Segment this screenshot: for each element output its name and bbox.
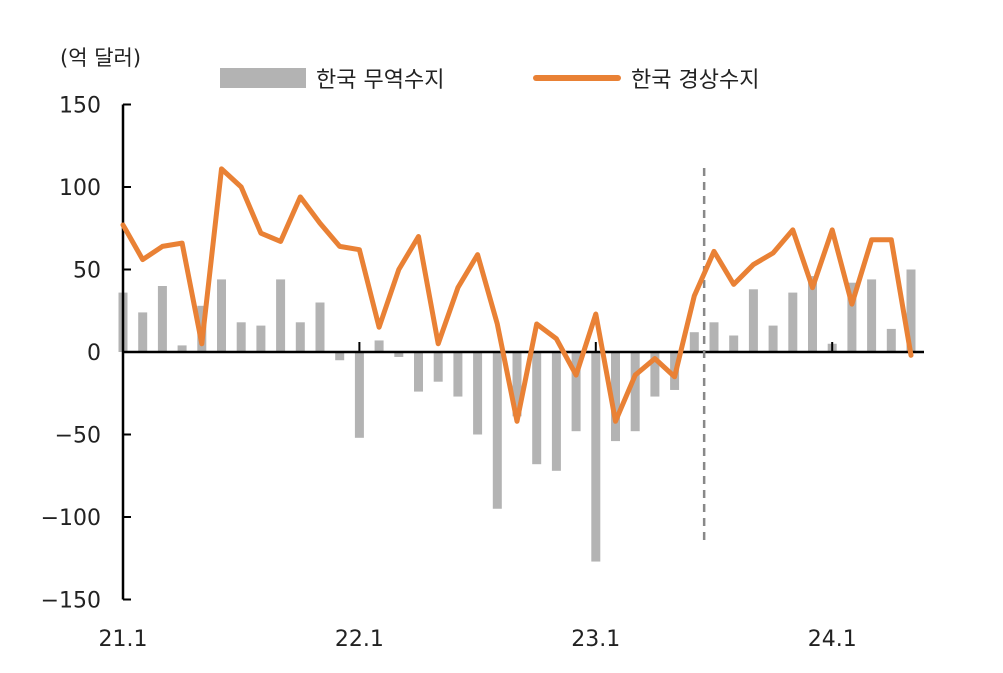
trade-balance-bar [748, 289, 758, 352]
trade-balance-bar [492, 352, 502, 509]
x-tick-label: 22.1 [335, 627, 384, 652]
y-tick-label: −150 [41, 589, 101, 614]
legend-bar-swatch [220, 68, 306, 88]
trade-balance-bar [256, 325, 266, 352]
trade-balance-bar [433, 352, 443, 382]
legend-trade-balance: 한국 무역수지 [220, 62, 444, 94]
legend-current-account-label: 한국 경상수지 [631, 68, 760, 93]
trade-balance-bar [354, 352, 364, 438]
trade-balance-bar [532, 352, 542, 465]
trade-balance-bar [217, 279, 226, 352]
trade-balance-bar [551, 352, 561, 471]
trade-balance-bar [768, 325, 778, 352]
trade-balance-bar [906, 269, 916, 352]
trade-balance-bar [177, 345, 187, 352]
trade-balance-bar [374, 340, 384, 352]
trade-balance-bar [729, 335, 739, 352]
trade-balance-bar [157, 286, 167, 352]
legend-line-swatch [533, 75, 621, 81]
trade-balance-bar [650, 352, 660, 397]
trade-balance-bar [315, 302, 325, 352]
trade-balance-bar [414, 352, 423, 392]
x-tick-label: 24.1 [808, 627, 857, 652]
y-tick-label: −50 [55, 424, 101, 449]
trade-balance-bar [808, 276, 817, 352]
x-tick-label: 21.1 [99, 627, 148, 652]
trade-balance-bar [295, 322, 305, 352]
axes: 150 100 50 0 −50 −100 −150 21.1 22.1 23.1 24.1 [41, 94, 924, 652]
current-account-line-layer [120, 166, 914, 424]
y-axis-unit-label: (억 달러) [60, 46, 142, 70]
y-tick-label: 150 [59, 94, 101, 119]
trade-balance-bar [453, 352, 463, 397]
trade-balance-bar [473, 352, 483, 435]
y-tick-label: 100 [59, 176, 101, 201]
trade-balance-bar [276, 279, 286, 352]
trade-balance-bar [630, 352, 640, 432]
trade-balance-bar [571, 352, 581, 432]
legend-trade-balance-label: 한국 무역수지 [316, 68, 445, 93]
trade-balance-bar [512, 352, 522, 417]
trade-balance-bar [788, 292, 798, 352]
trade-balance-bar [709, 322, 719, 352]
trade-balance-bar [591, 352, 601, 562]
y-tick-label: 50 [73, 259, 101, 284]
x-tick-label: 23.1 [571, 627, 620, 652]
y-tick-label: −100 [41, 506, 101, 531]
trade-balance-bar [886, 328, 896, 352]
trade-balance-bar [867, 279, 877, 352]
trade-balance-bar [611, 352, 620, 442]
trade-balance-bar [847, 282, 857, 352]
trade-balance-bar [689, 332, 699, 352]
trade-balance-bar [236, 322, 246, 352]
trade-balance-bar [138, 312, 148, 352]
trade-balance-bar [335, 352, 345, 361]
legend-current-account: 한국 경상수지 [533, 62, 759, 94]
y-tick-label: 0 [87, 341, 101, 366]
trade-balance-bar [394, 352, 404, 357]
